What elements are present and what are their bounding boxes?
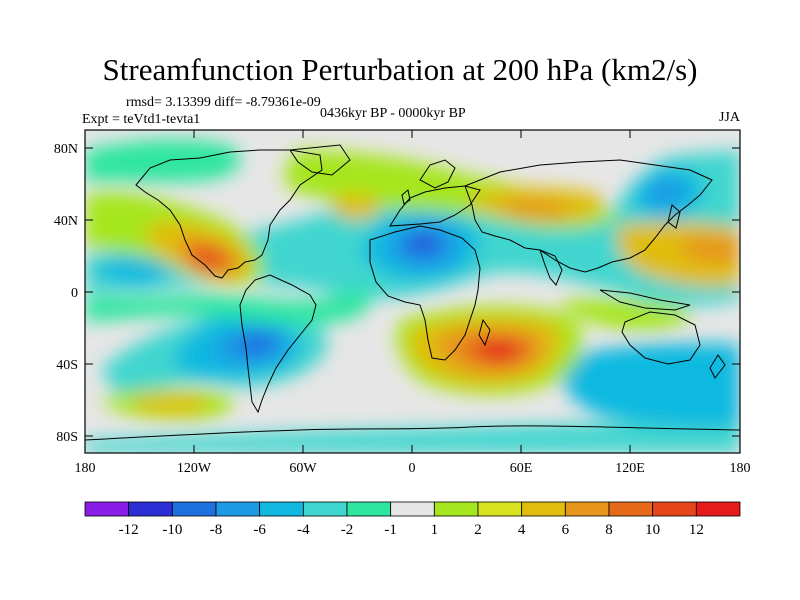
colorbar-label: -6 (253, 522, 266, 538)
coast-australia (621, 311, 701, 365)
colorbar-swatch (302, 501, 348, 517)
colorbar: -12 -10 -8 -6 -4 -2 -1 1 2 4 6 8 10 12 (84, 501, 741, 538)
colorbar-label: -1 (384, 522, 397, 538)
lon-label-180e: 180 (730, 461, 751, 476)
colorbar-label: 1 (431, 522, 439, 538)
coast-scandinavia (419, 159, 456, 189)
colorbar-swatch (171, 501, 217, 517)
colorbar-label: 8 (605, 522, 613, 538)
period-label: 0436kyr BP - 0000kyr BP (320, 106, 466, 121)
colorbar-label: -10 (162, 522, 182, 538)
lon-ticks (84, 130, 741, 453)
lon-label-120w: 120W (177, 461, 212, 476)
coastlines (85, 144, 740, 441)
colorbar-label: -8 (210, 522, 223, 538)
experiment-label: Expt = teVtd1-tevta1 (82, 112, 201, 127)
coast-north-america (135, 149, 323, 279)
coast-greenland (289, 144, 351, 176)
colorbar-label: 4 (518, 522, 526, 538)
lat-ticks (85, 147, 740, 437)
lat-label-eq: 0 (71, 286, 78, 301)
colorbar-label: 10 (645, 522, 660, 538)
colorbar-label: -12 (119, 522, 139, 538)
coast-south-america (239, 274, 317, 414)
coast-europe (389, 185, 481, 227)
colorbar-swatch (259, 501, 304, 517)
lat-label-40n: 40N (54, 214, 78, 229)
lon-label-0: 0 (409, 461, 416, 476)
colorbar-label: -2 (341, 522, 354, 538)
coast-japan (667, 204, 681, 229)
lon-label-180w: 180 (75, 461, 96, 476)
colorbar-swatch (128, 501, 173, 517)
map-title: Streamfunction Perturbation at 200 hPa (… (102, 52, 698, 87)
colorbar-label: 12 (689, 522, 704, 538)
field-layer (85, 130, 740, 453)
coast-antarctica (85, 425, 740, 441)
lat-label-80n: 80N (54, 142, 78, 157)
colorbar-swatch (215, 501, 261, 517)
colorbar-swatch (608, 501, 654, 517)
colorbar-swatch (652, 501, 697, 517)
coast-indonesia (599, 289, 691, 311)
season-label: JJA (718, 110, 740, 125)
colorbar-swatch (390, 501, 435, 517)
lon-label-60e: 60E (510, 461, 533, 476)
lat-label-40s: 40S (56, 358, 78, 373)
colorbar-label: 2 (474, 522, 482, 538)
colorbar-swatch (84, 501, 130, 517)
colorbar-swatch (695, 501, 741, 517)
colorbar-swatch (433, 501, 479, 517)
coast-uk (401, 189, 411, 205)
colorbar-label: -4 (297, 522, 310, 538)
lat-label-80s: 80S (56, 430, 78, 445)
coast-new-zealand (709, 354, 726, 379)
lon-label-120e: 120E (615, 461, 645, 476)
coast-madagascar (478, 318, 491, 347)
stats-label: rmsd= 3.13399 diff= -8.79361e-09 (126, 95, 321, 110)
colorbar-swatch (477, 501, 523, 517)
colorbar-swatch (564, 501, 610, 517)
colorbar-label: 6 (562, 522, 570, 538)
colorbar-swatch (521, 501, 566, 517)
coast-africa (369, 225, 481, 361)
lon-label-60w: 60W (289, 461, 317, 476)
coast-asia (464, 159, 713, 273)
coast-india (539, 249, 563, 286)
colorbar-swatch (346, 501, 392, 517)
